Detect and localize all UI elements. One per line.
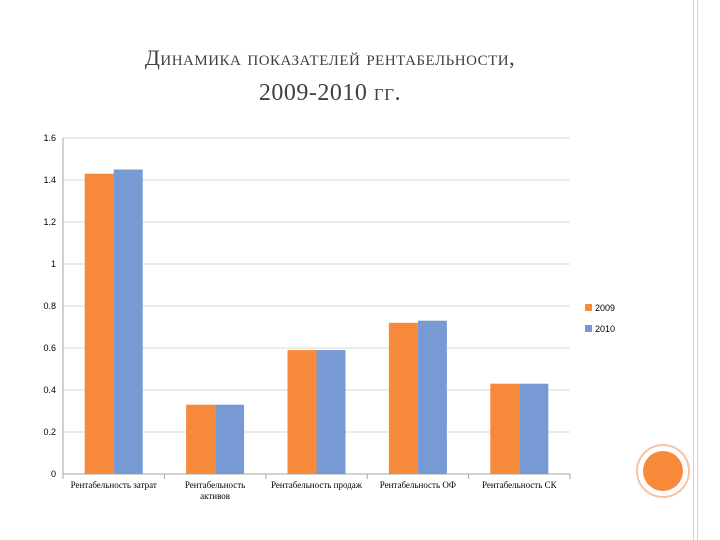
bar-2009-1	[84, 173, 114, 474]
y-tick-label: 0.2	[43, 427, 56, 437]
y-tick-label: 1	[51, 259, 56, 269]
bar-2009-2	[186, 404, 216, 474]
y-tick-label: 1.4	[43, 175, 56, 185]
y-tick-label: 1.6	[43, 133, 56, 143]
frame-line-right	[697, 0, 698, 540]
bar-2010-1	[113, 169, 143, 474]
bar-2010-2	[215, 404, 245, 474]
bar-2009-5	[490, 383, 520, 474]
legend-label-2010: 2010	[595, 324, 615, 334]
title-line-2: 2009-2010 гг.	[258, 80, 402, 106]
y-tick-label: 0.6	[43, 343, 56, 353]
x-tick-label: активов	[200, 491, 230, 501]
slide-title: Динамика показателей рентабельности, 200…	[0, 40, 660, 110]
legend-swatch-2009	[585, 304, 592, 311]
bar-2009-4	[388, 322, 418, 474]
decorative-circle	[643, 451, 683, 491]
x-tick-label: Рентабельность продаж	[271, 480, 363, 490]
title-line-1: Динамика показателей рентабельности,	[144, 45, 516, 70]
x-tick-label: Рентабельность	[185, 480, 245, 490]
x-tick-label: Рентабельность СК	[482, 480, 558, 490]
legend-swatch-2010	[585, 325, 592, 332]
bar-2010-3	[316, 350, 346, 474]
y-tick-label: 1.2	[43, 217, 56, 227]
frame-line-left	[693, 0, 694, 540]
y-tick-label: 0.8	[43, 301, 56, 311]
y-tick-label: 0.4	[43, 385, 56, 395]
y-tick-label: 0	[51, 469, 56, 479]
x-tick-label: Рентабельность затрат	[71, 480, 157, 490]
bar-2010-4	[417, 320, 447, 474]
bar-2009-3	[287, 350, 317, 474]
bar-2010-5	[519, 383, 549, 474]
legend-label-2009: 2009	[595, 303, 615, 313]
x-tick-label: Рентабельность ОФ	[380, 480, 456, 490]
